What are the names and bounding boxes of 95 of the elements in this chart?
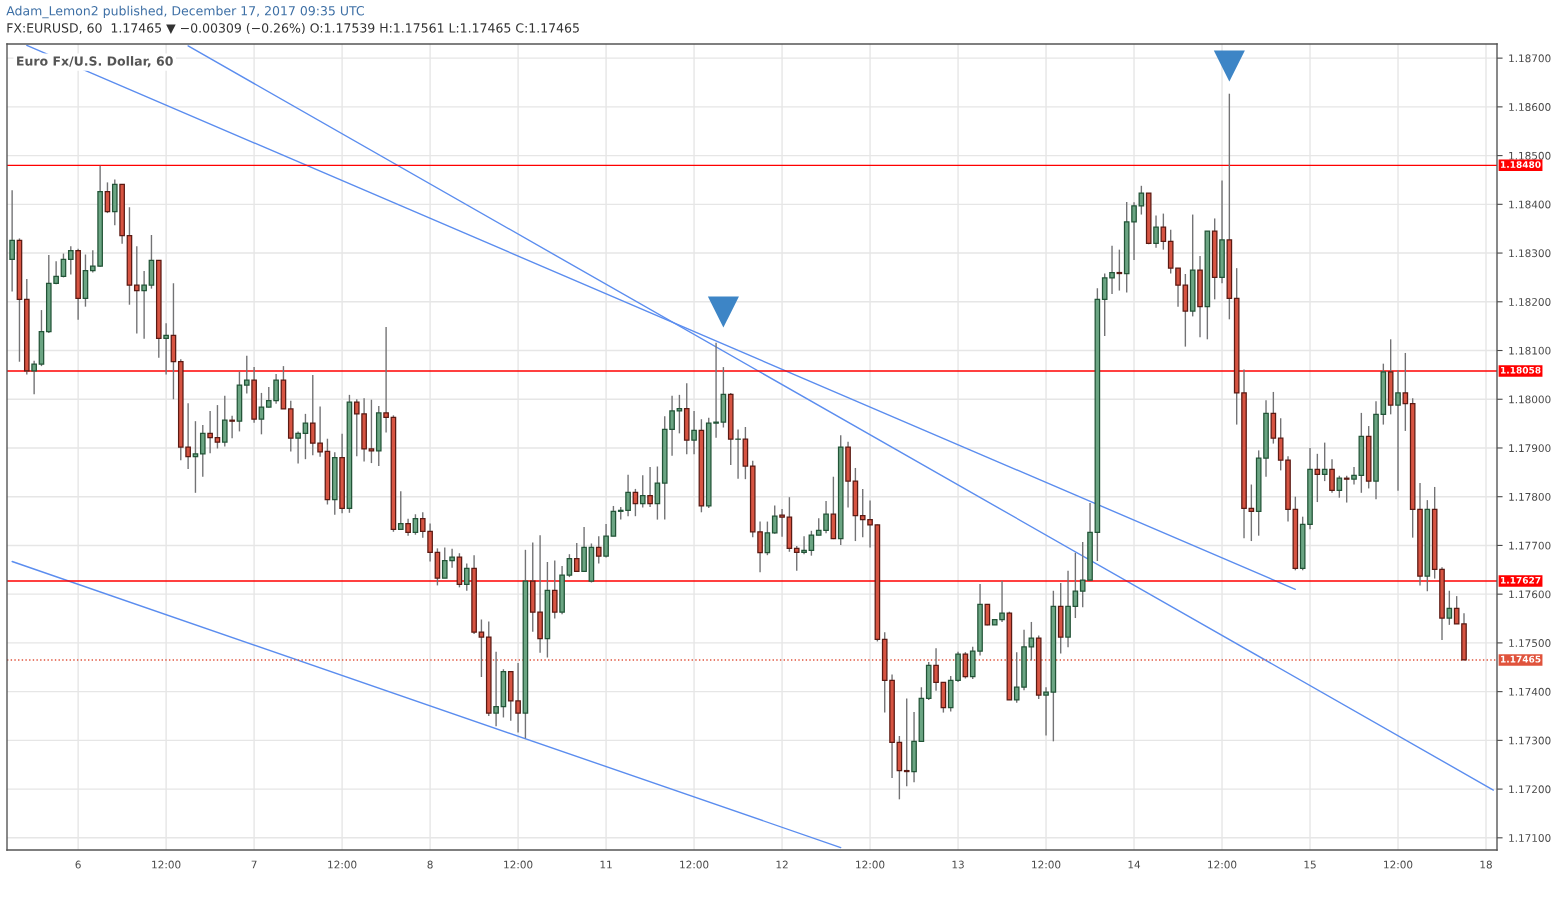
candlestick xyxy=(1153,214,1159,249)
y-tick-label: 1.17800 xyxy=(1509,492,1551,501)
candlestick xyxy=(199,424,206,478)
candlestick xyxy=(735,428,741,480)
x-tick-label: 12:00 xyxy=(1032,860,1061,869)
y-tick-label: 1.17900 xyxy=(1509,444,1551,453)
candlestick xyxy=(984,603,991,627)
candlestick xyxy=(801,535,807,555)
candlestick xyxy=(295,430,301,465)
candlestick xyxy=(691,410,697,456)
candlestick xyxy=(31,360,37,396)
x-tick-label: 12:00 xyxy=(152,860,181,869)
candlestick xyxy=(771,504,778,535)
y-tick-label: 1.18500 xyxy=(1509,151,1551,160)
x-tick-label: 15 xyxy=(1304,860,1316,869)
candlestick xyxy=(412,513,419,536)
ref-line-label: 1.17465 xyxy=(1501,655,1541,663)
annotation: Euro Fx/U.S. Dollar, 60 xyxy=(17,56,173,68)
candlestick xyxy=(9,189,15,293)
candlestick xyxy=(1446,590,1453,626)
candlestick xyxy=(566,553,573,578)
candlestick xyxy=(243,355,250,395)
candlestick xyxy=(207,410,213,455)
y-tick-label: 1.17600 xyxy=(1509,590,1551,599)
candlestick xyxy=(383,326,389,434)
chart-subtitle: FX:EURUSD, 60 1.17465 ▼ −0.00309 (−0.26%) O:1.17539 H:1.17561 L:1.17465 C:1.17465 xyxy=(7,22,579,35)
x-tick-label: 7 xyxy=(251,860,257,869)
candlestick xyxy=(603,523,609,559)
ref-line-label: 1.18058 xyxy=(1501,366,1541,374)
y-tick-label: 1.18300 xyxy=(1509,249,1551,258)
candlestick xyxy=(1138,185,1145,216)
y-tick-label: 1.18200 xyxy=(1509,298,1551,306)
candlestick xyxy=(903,697,910,787)
candlestick xyxy=(573,542,580,572)
ref-line-label: 1.18480 xyxy=(1501,161,1541,168)
x-tick-label: 12:00 xyxy=(1384,860,1413,869)
candlestick xyxy=(133,245,140,335)
x-tick-label: 12:00 xyxy=(856,860,885,869)
candlestick xyxy=(214,404,221,450)
y-tick-label: 1.18700 xyxy=(1509,54,1551,63)
candlestick xyxy=(779,508,785,538)
x-tick-label: 12:00 xyxy=(328,860,357,869)
chart-title: Adam_Lemon2 published, December 17, 2017 09:35 UTC xyxy=(6,5,364,19)
x-tick-label: 12:00 xyxy=(1208,860,1237,869)
candlestick xyxy=(1028,621,1035,662)
x-tick-label: 12 xyxy=(776,860,788,869)
y-tick-label: 1.18000 xyxy=(1509,395,1551,404)
y-tick-label: 1.17100 xyxy=(1509,834,1551,842)
x-tick-label: 11 xyxy=(600,860,612,869)
candlestick xyxy=(1248,483,1255,542)
candlestick xyxy=(221,395,228,448)
ref-line-label: 1.17627 xyxy=(1501,576,1541,584)
candlestick xyxy=(1336,475,1343,499)
y-tick-label: 1.17700 xyxy=(1509,541,1551,550)
x-tick-label: 8 xyxy=(427,860,433,869)
candlestick xyxy=(1321,441,1328,482)
y-tick-label: 1.17500 xyxy=(1509,639,1551,647)
candlestick xyxy=(493,650,499,727)
candlestick xyxy=(229,415,235,439)
candlestick xyxy=(1343,475,1350,504)
x-tick-label: 14 xyxy=(1128,860,1141,869)
candlestick xyxy=(1043,686,1049,737)
candlestick xyxy=(463,562,470,592)
y-tick-label: 1.17200 xyxy=(1509,785,1551,794)
candlestick xyxy=(1395,369,1401,492)
x-tick-label: 18 xyxy=(1480,860,1492,869)
candlestick xyxy=(647,466,653,508)
candlestick xyxy=(67,245,74,276)
candlestick xyxy=(676,394,683,435)
y-tick-label: 1.17400 xyxy=(1509,687,1551,696)
candlestick xyxy=(654,465,661,521)
candlestick xyxy=(581,526,587,572)
candlestick xyxy=(192,420,199,494)
y-tick-label: 1.18100 xyxy=(1509,346,1551,355)
y-tick-label: 1.17300 xyxy=(1509,736,1551,745)
candlestick xyxy=(1329,458,1335,494)
x-tick-label: 6 xyxy=(75,860,81,869)
y-tick-label: 1.18600 xyxy=(1509,103,1551,111)
candlestick xyxy=(163,322,169,376)
x-tick-label: 12:00 xyxy=(504,860,533,869)
x-tick-label: 13 xyxy=(952,860,964,869)
candlestick xyxy=(1116,248,1123,292)
candlestick xyxy=(793,545,800,572)
x-tick-label: 12:00 xyxy=(680,860,709,869)
candlestick xyxy=(1402,352,1409,432)
candlestick xyxy=(397,490,404,531)
y-tick-label: 1.18400 xyxy=(1509,200,1551,209)
candlestick xyxy=(368,399,375,464)
candlestick xyxy=(1314,453,1321,503)
candlestick xyxy=(302,413,309,460)
candlestick xyxy=(551,559,558,620)
candlestick xyxy=(258,392,265,436)
candlestick xyxy=(141,270,147,340)
candlestick xyxy=(639,474,646,509)
candlestick xyxy=(595,535,602,565)
